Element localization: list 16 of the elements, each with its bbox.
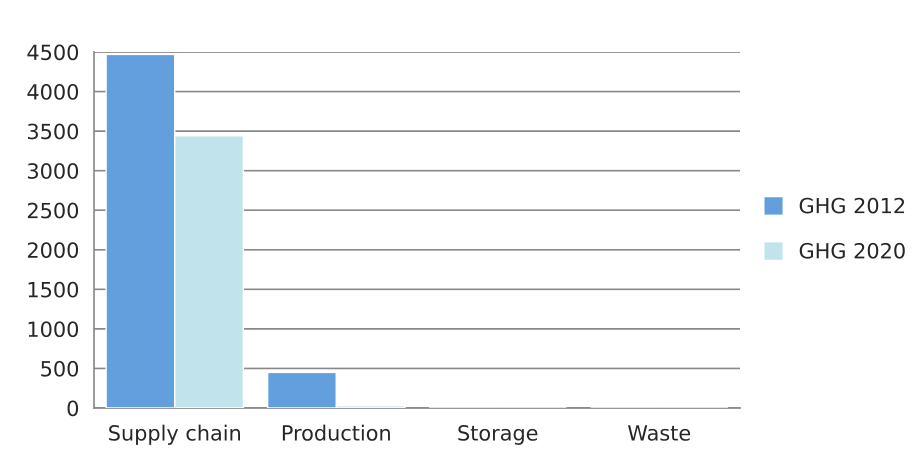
x-tick-label: Production	[282, 424, 390, 441]
legend-label: GHG 2012	[800, 198, 904, 214]
y-tick-label: 3500	[28, 124, 78, 140]
y-tick-label: 2500	[28, 202, 78, 218]
x-tick-label: Waste	[628, 425, 690, 441]
x-tick-label: Supply chain	[109, 424, 240, 445]
y-tick-label: 500	[41, 360, 78, 377]
y-tick-label: 4000	[27, 84, 78, 100]
y-tick-label: 2000	[28, 242, 78, 258]
y-tick-label: 3000	[28, 163, 78, 179]
y-tick-label: 1500	[28, 282, 78, 298]
y-tick-label: 4500	[27, 44, 78, 60]
legend-label: GHG 2020	[800, 242, 905, 259]
y-tick-label: 1000	[28, 321, 78, 338]
x-tick-label: Storage	[458, 425, 538, 445]
y-tick-label: 0	[68, 400, 78, 416]
